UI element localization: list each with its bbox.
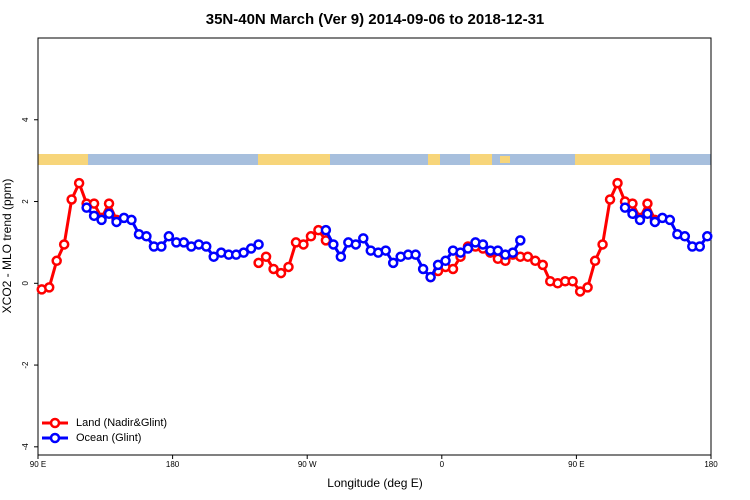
- data-point: [268, 263, 279, 275]
- data-point: [66, 194, 77, 205]
- data-point: [627, 198, 638, 209]
- data-point: [275, 267, 287, 279]
- data-point: [178, 237, 190, 248]
- data-point: [530, 255, 541, 267]
- data-point: [679, 231, 691, 242]
- data-point: [103, 198, 115, 209]
- y-axis-label: XCO2 - MLO trend (ppm): [0, 179, 14, 314]
- chart-title: 35N-40N March (Ver 9) 2014-09-06 to 2018…: [206, 11, 545, 28]
- data-point: [432, 259, 444, 271]
- data-point: [612, 177, 623, 189]
- x-axis-label: Longitude (deg E): [327, 476, 422, 490]
- data-point: [335, 251, 347, 262]
- legend-label: Land (Nadir&Glint): [76, 417, 167, 429]
- data-point: [515, 235, 526, 246]
- y-tick-label: -2: [21, 361, 30, 369]
- data-point: [664, 214, 676, 226]
- data-point: [350, 239, 362, 250]
- data-point: [245, 243, 257, 254]
- data-point: [43, 282, 55, 293]
- x-tick-label: 180: [704, 460, 718, 469]
- data-point: [298, 239, 309, 250]
- data-point: [387, 257, 399, 269]
- y-tick-label: 0: [21, 281, 30, 286]
- data-point: [417, 263, 429, 275]
- data-point: [141, 231, 152, 242]
- data-point: [627, 208, 638, 220]
- data-point: [462, 243, 474, 254]
- data-point: [238, 247, 249, 258]
- data-point: [81, 202, 92, 213]
- legend-marker: [49, 432, 61, 444]
- data-point: [208, 251, 219, 262]
- x-tick-label: 180: [166, 460, 180, 469]
- y-tick-label: -4: [21, 443, 30, 451]
- data-point: [96, 214, 107, 226]
- data-point: [589, 255, 601, 267]
- data-point: [425, 271, 436, 283]
- data-point: [201, 241, 212, 252]
- data-point: [604, 194, 616, 205]
- data-point: [103, 208, 115, 220]
- data-point: [694, 241, 706, 252]
- data-point: [649, 216, 661, 228]
- data-point: [597, 239, 608, 250]
- data-point: [642, 198, 653, 209]
- data-point: [477, 239, 489, 250]
- data-point: [260, 251, 272, 262]
- data-point: [253, 239, 264, 250]
- data-point: [582, 282, 593, 293]
- data-point: [410, 249, 421, 260]
- data-point: [440, 255, 451, 267]
- legend-label: Ocean (Glint): [76, 432, 141, 444]
- data-point: [567, 276, 578, 287]
- data-point: [537, 259, 548, 271]
- data-point: [455, 247, 466, 258]
- data-point: [507, 247, 519, 258]
- data-point: [320, 224, 332, 236]
- data-point: [642, 208, 653, 220]
- data-point: [619, 202, 631, 213]
- y-tick-label: 4: [21, 117, 30, 122]
- data-point: [358, 233, 369, 244]
- data-point: [634, 214, 646, 226]
- x-tick-label: 0: [440, 460, 445, 469]
- data-point: [492, 245, 504, 256]
- data-point: [88, 210, 100, 222]
- data-point: [522, 251, 534, 262]
- data-point: [51, 255, 62, 267]
- data-point: [447, 263, 459, 275]
- land-ocean-strip: [38, 154, 711, 165]
- data-point: [126, 214, 137, 226]
- plot-frame: [37, 37, 712, 456]
- data-point: [163, 231, 175, 242]
- legend: Land (Nadir&Glint) Ocean (Glint): [42, 417, 167, 444]
- x-tick-label: 90 W: [298, 460, 317, 469]
- data-point: [111, 216, 122, 228]
- x-tick-label: 90 E: [568, 460, 584, 469]
- data-point: [156, 241, 167, 252]
- data-point: [328, 239, 339, 250]
- data-point: [88, 198, 100, 209]
- x-tick-label: 90 E: [30, 460, 46, 469]
- data-point: [305, 231, 317, 242]
- data-point: [283, 261, 294, 273]
- data-point: [73, 177, 85, 189]
- data-point: [380, 245, 391, 256]
- legend-marker: [49, 417, 61, 429]
- data-point: [58, 239, 70, 250]
- data-point: [702, 231, 713, 242]
- y-tick-label: 2: [21, 199, 30, 204]
- data-point: [574, 286, 586, 297]
- data-point: [253, 257, 264, 269]
